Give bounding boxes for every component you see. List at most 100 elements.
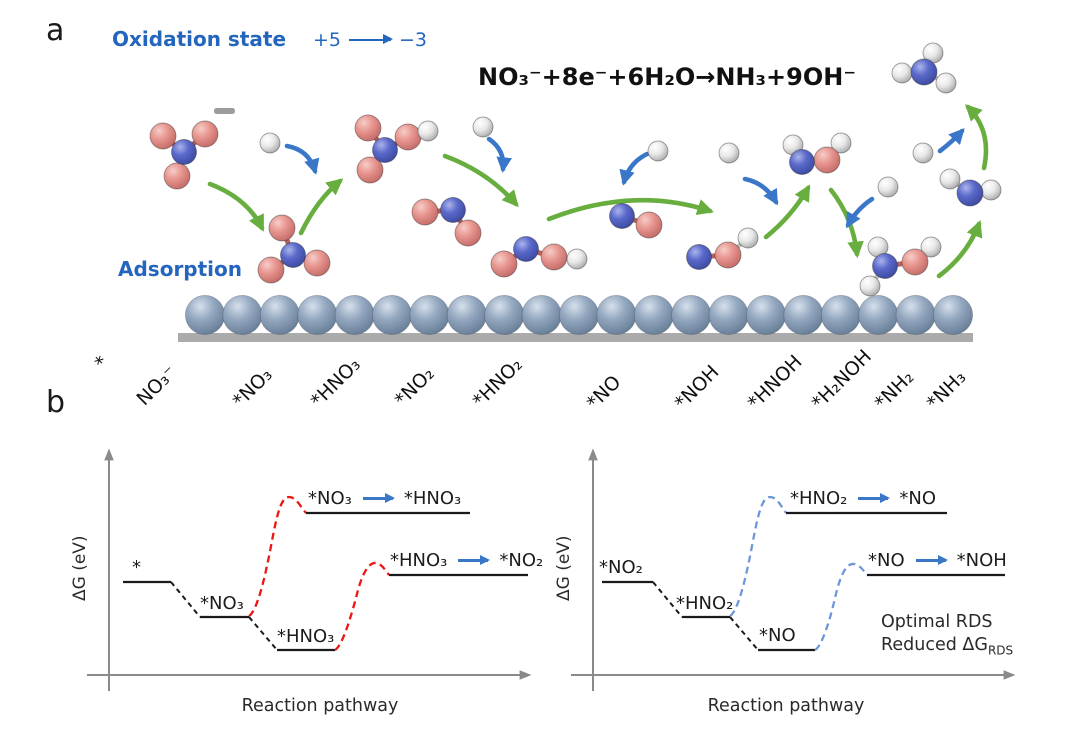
hydrogen-atom [877,176,899,198]
blue-arrow [284,143,320,175]
level-connector [248,616,278,651]
level-connector [652,581,683,618]
reduced-dg-sub: RDS [987,643,1014,658]
reduced-dg-main: Reduced ΔG [881,635,988,655]
nitrogen-atom [280,242,306,268]
green-arrow [828,187,864,259]
free-hydrogen-atoms [259,116,934,198]
molecule-adsorbed-noh [686,227,759,270]
right-level-start: *NO₂ [599,557,643,578]
molecule-nitrate-ion [149,108,235,190]
step-to: *NO₂ [499,550,544,571]
transition-barrier [248,495,307,617]
step-from: *HNO₂ [790,488,848,509]
hydrogen-atom [939,168,961,190]
oxygen-atom [257,256,285,284]
molecule-adsorbed-h2noh [859,236,942,297]
hydrogen-atom [830,132,852,154]
molecule-nh3 [891,42,957,94]
left-step1-label: *NO₃ *HNO₃ [308,488,461,509]
left-step2-label: *HNO₃ *NO₂ [390,550,543,571]
hydrogen-atom [718,142,740,164]
green-arrow [207,181,265,232]
molecule-no2 [411,197,482,247]
right-xlabel: Reaction pathway [707,696,865,716]
step-from: *HNO₃ [390,550,448,571]
oxygen-atom [394,123,422,151]
oxidation-state-title: Oxidation state [112,27,287,51]
step-to: *HNO₃ [403,488,462,509]
arrow-right-icon [362,492,395,504]
molecule-adsorbed-hno2 [490,236,588,278]
molecule-nh2 [939,168,1002,207]
oxidation-from: +5 [313,29,342,51]
oxidation-state-change: +5 −3 [313,29,427,51]
nitrogen-atom [513,236,539,262]
nitrogen-atom [171,139,197,165]
left-xlabel: Reaction pathway [241,696,399,716]
oxygen-atom [191,120,219,148]
oxygen-atom [635,211,663,239]
adsorption-label: Adsorption [118,257,243,281]
green-arrow [546,197,714,222]
right-energy-diagram [571,448,1016,691]
nitrogen-atom [872,253,898,279]
oxygen-atom [813,146,841,174]
negative-charge-icon [214,108,235,114]
arrow-right-icon [858,492,891,504]
transition-barrier [729,495,787,617]
left-level-mid: *NO₃ [200,593,244,614]
transition-barrier [334,561,390,651]
green-arrow [763,184,811,240]
oxygen-atom [356,156,384,184]
molecule-adsorbed-no3 [257,214,331,284]
nitrogen-atom [609,203,635,229]
green-arrow [442,153,519,208]
nitrogen-atom [440,197,466,223]
transition-barrier [814,562,868,651]
reduced-dg-note: Reduced ΔGRDS [881,635,1013,658]
oxygen-atom [901,248,929,276]
hydrogen-atom [259,132,281,154]
left-level-start: * [132,557,141,578]
oxidation-to: −3 [399,29,428,51]
hydrogen-atom [647,140,669,162]
left-energy-diagram [87,448,532,691]
green-arrow [936,220,983,279]
hydrogen-atom [891,62,913,84]
reaction-arrows [207,104,989,279]
molecule-hno3 [354,114,439,184]
blue-arrow [742,176,779,206]
hydrogen-atom [980,179,1002,201]
right-step1-label: *HNO₂ *NO [790,488,936,509]
oxygen-atom [411,198,439,226]
arrow-right-icon [458,554,491,566]
hydrogen-atom [737,227,759,249]
blue-arrow [619,151,650,186]
hydrogen-atom [472,116,494,138]
level-connector [729,616,759,651]
molecule-no [609,203,663,239]
level-connector [170,581,201,618]
left-ylabel: ΔG (eV) [70,535,90,601]
hydrogen-atom [566,248,588,270]
arrow-right-icon [349,33,394,46]
hydrogen-atom [859,275,881,297]
left-level-low: *HNO₃ [277,626,335,647]
molecule-hnoh [782,132,852,175]
optimal-rds-note: Optimal RDS [881,612,993,632]
right-level-low: *NO [759,625,796,646]
nitrogen-atom [910,58,938,86]
overall-equation: NO₃⁻+8e⁻+6H₂O→NH₃+9OH⁻ [478,63,856,91]
green-arrow [965,104,989,171]
arrow-right-icon [915,554,948,566]
nitrogen-atom [789,149,815,175]
oxygen-atom [303,249,331,277]
oxygen-atom [354,114,382,142]
blue-arrow [845,196,875,229]
step-to: *NO [899,488,937,509]
nitrogen-atom [686,244,712,270]
step-from: *NO₃ [308,488,352,509]
hydrogen-atom [920,236,942,258]
